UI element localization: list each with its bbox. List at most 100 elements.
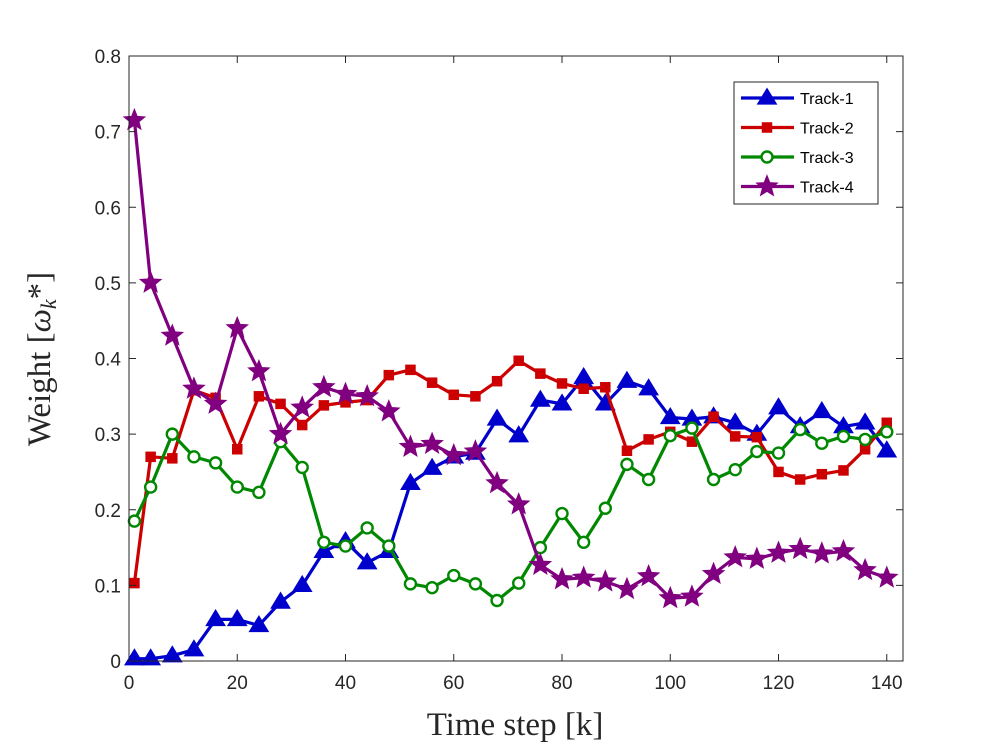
data-point-track-4-19 xyxy=(528,552,553,575)
data-point-track-1-9 xyxy=(313,540,335,559)
data-point-track-3-17 xyxy=(490,593,504,608)
data-point-track-3-32 xyxy=(815,436,829,450)
y-axis-title-main: Weight [ xyxy=(22,332,58,446)
data-point-track-1-23 xyxy=(616,370,638,388)
y-axis-title-omega: ω xyxy=(22,309,58,332)
data-point-track-1-19 xyxy=(529,389,551,407)
axes: 0 20 40 60 80 100 120 140 0 0.1 0.2 0.3 0.4 0.5 0.6 0.7… xyxy=(95,47,904,694)
x-tick-label: 120 xyxy=(763,673,795,694)
data-point-track-1-3 xyxy=(183,639,205,657)
x-tick-label: 140 xyxy=(871,673,903,694)
y-tick-label: 0.7 xyxy=(95,123,121,144)
y-tick-label: 0.1 xyxy=(95,576,121,597)
legend-marker-track-2 xyxy=(761,122,773,133)
data-point-track-3-23 xyxy=(620,457,634,472)
data-point-track-2-0 xyxy=(129,577,140,589)
data-point-track-2-13 xyxy=(405,364,416,376)
legend-marker-track-1 xyxy=(756,87,778,105)
data-point-track-1-13 xyxy=(400,472,421,490)
y-tick-label: 0 xyxy=(110,652,121,673)
data-point-track-1-11 xyxy=(356,552,378,570)
data-point-track-2-2 xyxy=(167,453,178,464)
legend: Track-1 Track-2 Track-3 Track-4 xyxy=(733,81,879,205)
data-point-track-3-3 xyxy=(187,450,201,464)
data-point-track-2-18 xyxy=(513,355,524,367)
data-point-track-2-17 xyxy=(491,375,503,387)
x-tick-label: 20 xyxy=(227,673,248,694)
legend-item-track-3: Track-3 xyxy=(741,150,854,167)
x-tick-label: 100 xyxy=(654,673,686,694)
data-point-track-2-24 xyxy=(643,434,654,445)
x-axis-title: Time step [k] xyxy=(427,707,604,743)
data-point-track-2-19 xyxy=(535,368,546,379)
data-point-track-1-20 xyxy=(551,393,573,411)
data-point-track-3-2 xyxy=(165,427,180,441)
data-point-track-4-34 xyxy=(853,557,877,581)
data-point-track-4-29 xyxy=(745,546,769,569)
data-point-track-3-27 xyxy=(706,472,721,487)
data-point-track-2-1 xyxy=(145,451,156,463)
data-point-track-3-35 xyxy=(880,425,894,439)
data-point-track-3-14 xyxy=(425,580,439,595)
data-point-track-4-12 xyxy=(377,399,401,422)
data-point-track-2-12 xyxy=(383,369,395,381)
data-point-track-4-3 xyxy=(182,376,206,399)
data-point-track-4-8 xyxy=(290,395,314,418)
y-tick-label: 0.6 xyxy=(95,198,121,219)
data-point-track-3-31 xyxy=(793,422,807,437)
data-point-track-1-7 xyxy=(270,591,291,609)
data-point-track-1-25 xyxy=(659,407,681,425)
data-point-track-4-4 xyxy=(203,391,228,414)
y-tick-label: 0.5 xyxy=(95,274,121,295)
legend-item-track-4: Track-4 xyxy=(741,174,854,197)
data-point-track-1-2 xyxy=(161,645,183,663)
data-point-track-2-33 xyxy=(838,465,849,476)
data-point-track-2-29 xyxy=(751,431,763,443)
data-point-track-1-4 xyxy=(205,608,226,627)
data-point-track-3-25 xyxy=(663,428,677,443)
data-point-track-3-20 xyxy=(555,506,569,521)
legend-item-track-2: Track-2 xyxy=(741,121,854,138)
data-point-track-3-28 xyxy=(728,462,742,477)
data-point-track-4-17 xyxy=(485,470,509,494)
data-point-track-4-13 xyxy=(398,434,423,457)
legend-label-track-2: Track-2 xyxy=(800,121,854,138)
data-point-track-1-14 xyxy=(421,457,443,475)
data-point-track-4-26 xyxy=(680,584,704,607)
data-point-track-4-1 xyxy=(138,270,163,293)
x-tick-label: 0 xyxy=(124,673,135,694)
data-point-track-2-30 xyxy=(773,466,784,478)
data-point-track-2-15 xyxy=(448,389,460,401)
data-point-track-1-5 xyxy=(226,608,248,627)
data-point-track-4-31 xyxy=(788,536,812,560)
data-point-track-3-21 xyxy=(576,535,591,549)
y-tick-label: 0.4 xyxy=(95,350,122,371)
x-tick-label: 80 xyxy=(551,673,572,694)
series-layer xyxy=(122,107,899,666)
data-point-track-2-14 xyxy=(426,377,438,388)
data-point-track-4-35 xyxy=(875,565,899,588)
data-point-track-2-32 xyxy=(816,468,828,480)
data-point-track-3-18 xyxy=(512,576,526,590)
data-point-track-3-12 xyxy=(382,539,396,553)
data-point-track-4-18 xyxy=(506,492,531,515)
data-point-track-4-27 xyxy=(701,561,726,585)
data-point-track-4-2 xyxy=(160,323,185,346)
data-point-track-3-11 xyxy=(360,521,374,535)
data-point-track-2-31 xyxy=(794,474,806,485)
data-point-track-1-24 xyxy=(638,378,659,396)
data-point-track-4-22 xyxy=(593,569,618,592)
data-point-track-3-8 xyxy=(295,460,309,475)
data-point-track-4-14 xyxy=(420,431,444,454)
data-point-track-3-9 xyxy=(317,535,331,549)
data-point-track-2-7 xyxy=(275,398,286,410)
x-tick-label: 60 xyxy=(443,673,464,694)
data-point-track-4-25 xyxy=(658,585,683,609)
data-point-track-1-17 xyxy=(486,408,508,426)
data-point-track-4-5 xyxy=(225,315,250,339)
data-point-track-3-30 xyxy=(771,446,786,460)
data-point-track-4-30 xyxy=(766,540,791,563)
y-axis-title-suffix: *] xyxy=(22,272,58,300)
data-point-track-4-21 xyxy=(571,565,596,588)
data-point-track-4-20 xyxy=(550,566,574,590)
